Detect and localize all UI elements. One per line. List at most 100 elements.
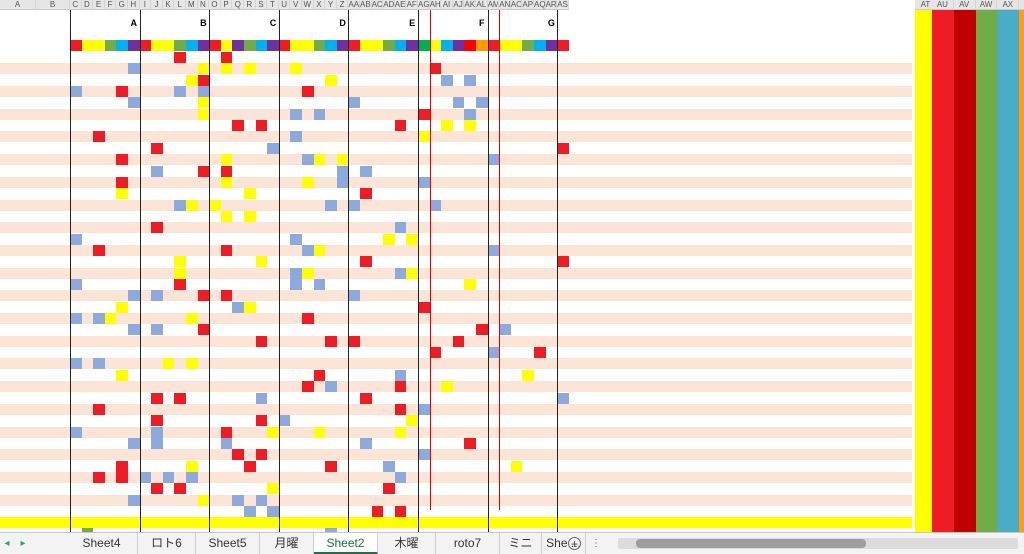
current-number [325, 517, 337, 528]
tab--[interactable]: 木曜 [378, 533, 436, 554]
column-header-M[interactable]: M [186, 0, 198, 10]
scroll-tabs-left-button[interactable]: ◂ [4, 538, 10, 549]
right-count [976, 290, 998, 301]
tab--[interactable]: 月曜 [260, 533, 314, 554]
column-header-U[interactable]: U [278, 0, 291, 10]
column-header-W[interactable]: W [302, 0, 314, 10]
current-number [279, 517, 291, 528]
horizontal-scrollbar[interactable] [618, 538, 1018, 549]
right-count [997, 245, 1019, 256]
column-header-AD[interactable]: AD [383, 0, 395, 10]
right-column-bg-1 [932, 10, 954, 532]
hit-number [441, 336, 453, 347]
column-header-AV[interactable]: AV [953, 0, 976, 10]
hit-number [406, 415, 418, 427]
round-cell [36, 313, 68, 324]
column-header-H[interactable]: H [128, 0, 140, 10]
hit-number [105, 177, 117, 188]
column-header-G[interactable]: G [116, 0, 128, 10]
spreadsheet-grid[interactable]: A B C D E F G H I J K L M N O P Q R S T U V W X Y Z AA AB AC AD AE AF AG… [0, 0, 1024, 532]
column-header-S[interactable]: S [255, 0, 268, 10]
column-header-C[interactable]: C [70, 0, 82, 10]
column-header-F[interactable]: F [104, 0, 117, 10]
right-count [954, 52, 976, 63]
hit-number [372, 188, 384, 199]
column-header-AM[interactable]: AM [487, 0, 500, 10]
column-header-N[interactable]: N [197, 0, 210, 10]
column-header-AG[interactable]: AG [418, 0, 430, 10]
column-header-A[interactable]: A [0, 0, 36, 10]
tab-sheet5[interactable]: Sheet5 [196, 533, 260, 554]
column-header-AI[interactable]: AI [441, 0, 453, 10]
right-count [1019, 268, 1024, 279]
column-header-AW[interactable]: AW [975, 0, 998, 10]
hit-number [151, 222, 163, 234]
column-header-AK[interactable]: AK [464, 0, 476, 10]
column-header-AS[interactable]: AS [557, 0, 569, 10]
tab--6[interactable]: ロト6 [138, 533, 196, 554]
hit-number [105, 75, 117, 86]
column-header-T[interactable]: T [267, 0, 279, 10]
hit-number [174, 483, 186, 495]
date-cell [0, 97, 34, 108]
scroll-tabs-right-button[interactable]: ▸ [20, 538, 26, 549]
column-header-R[interactable]: R [244, 0, 256, 10]
column-header-AH[interactable]: AH [429, 0, 442, 10]
hit-number [93, 244, 105, 256]
hit-number [186, 427, 198, 438]
column-header-P[interactable]: P [220, 0, 233, 10]
column-header-Y[interactable]: Y [325, 0, 337, 10]
column-header-AP[interactable]: AP [522, 0, 534, 10]
column-header-AQ[interactable]: AQ [534, 0, 546, 10]
right-count [997, 234, 1019, 245]
date-cell [0, 131, 34, 142]
right-count [954, 188, 976, 199]
column-header-AC[interactable]: AC [371, 0, 384, 10]
right-column-bg-0 [915, 10, 932, 532]
column-header-AB[interactable]: AB [360, 0, 372, 10]
tab-sheet2[interactable]: Sheet2 [314, 533, 378, 554]
right-count [954, 143, 976, 154]
hit-number [255, 256, 268, 268]
add-sheet-button[interactable]: + [568, 537, 581, 550]
tab-roto7[interactable]: roto7 [436, 533, 500, 554]
right-count [997, 427, 1019, 438]
column-header-Q[interactable]: Q [232, 0, 244, 10]
hit-number [197, 86, 210, 98]
hit-number [487, 347, 500, 359]
column-header-AL[interactable]: AL [476, 0, 488, 10]
column-header-X[interactable]: X [313, 0, 326, 10]
column-header-AN[interactable]: AN [499, 0, 511, 10]
column-header-O[interactable]: O [209, 0, 221, 10]
hit-number [557, 438, 569, 449]
column-header-AX[interactable]: AX [997, 0, 1020, 10]
column-header-I[interactable]: I [139, 0, 152, 10]
scrollbar-thumb[interactable] [636, 539, 866, 548]
column-header-AA[interactable]: AA [348, 0, 360, 10]
column-header-AF[interactable]: AF [406, 0, 418, 10]
column-header-AR[interactable]: AR [545, 0, 558, 10]
column-header-AU[interactable]: AU [932, 0, 954, 10]
hit-number [464, 211, 476, 222]
tab-sheet4[interactable]: Sheet4 [66, 533, 138, 554]
right-count [954, 166, 976, 177]
column-header-K[interactable]: K [162, 0, 175, 10]
tab--[interactable]: ミニ [500, 533, 542, 554]
hit-number [314, 336, 326, 347]
column-header-V[interactable]: V [290, 0, 302, 10]
tabbar-options-icon[interactable]: ⋮ [591, 538, 601, 549]
column-header-E[interactable]: E [93, 0, 105, 10]
column-header-B[interactable]: B [36, 0, 70, 10]
hit-number [314, 381, 326, 392]
hit-number [128, 290, 140, 302]
column-header-AJ[interactable]: AJ [452, 0, 465, 10]
column-header-Z[interactable]: Z [336, 0, 349, 10]
column-header-D[interactable]: D [81, 0, 94, 10]
column-header-J[interactable]: J [151, 0, 163, 10]
column-header-L[interactable]: L [174, 0, 186, 10]
column-header-AY[interactable]: AY [1019, 0, 1024, 10]
column-header-AE[interactable]: AE [394, 0, 407, 10]
group-label-A: A [130, 18, 138, 28]
column-header-AO[interactable]: AO [510, 0, 523, 10]
hit-number [394, 381, 407, 393]
